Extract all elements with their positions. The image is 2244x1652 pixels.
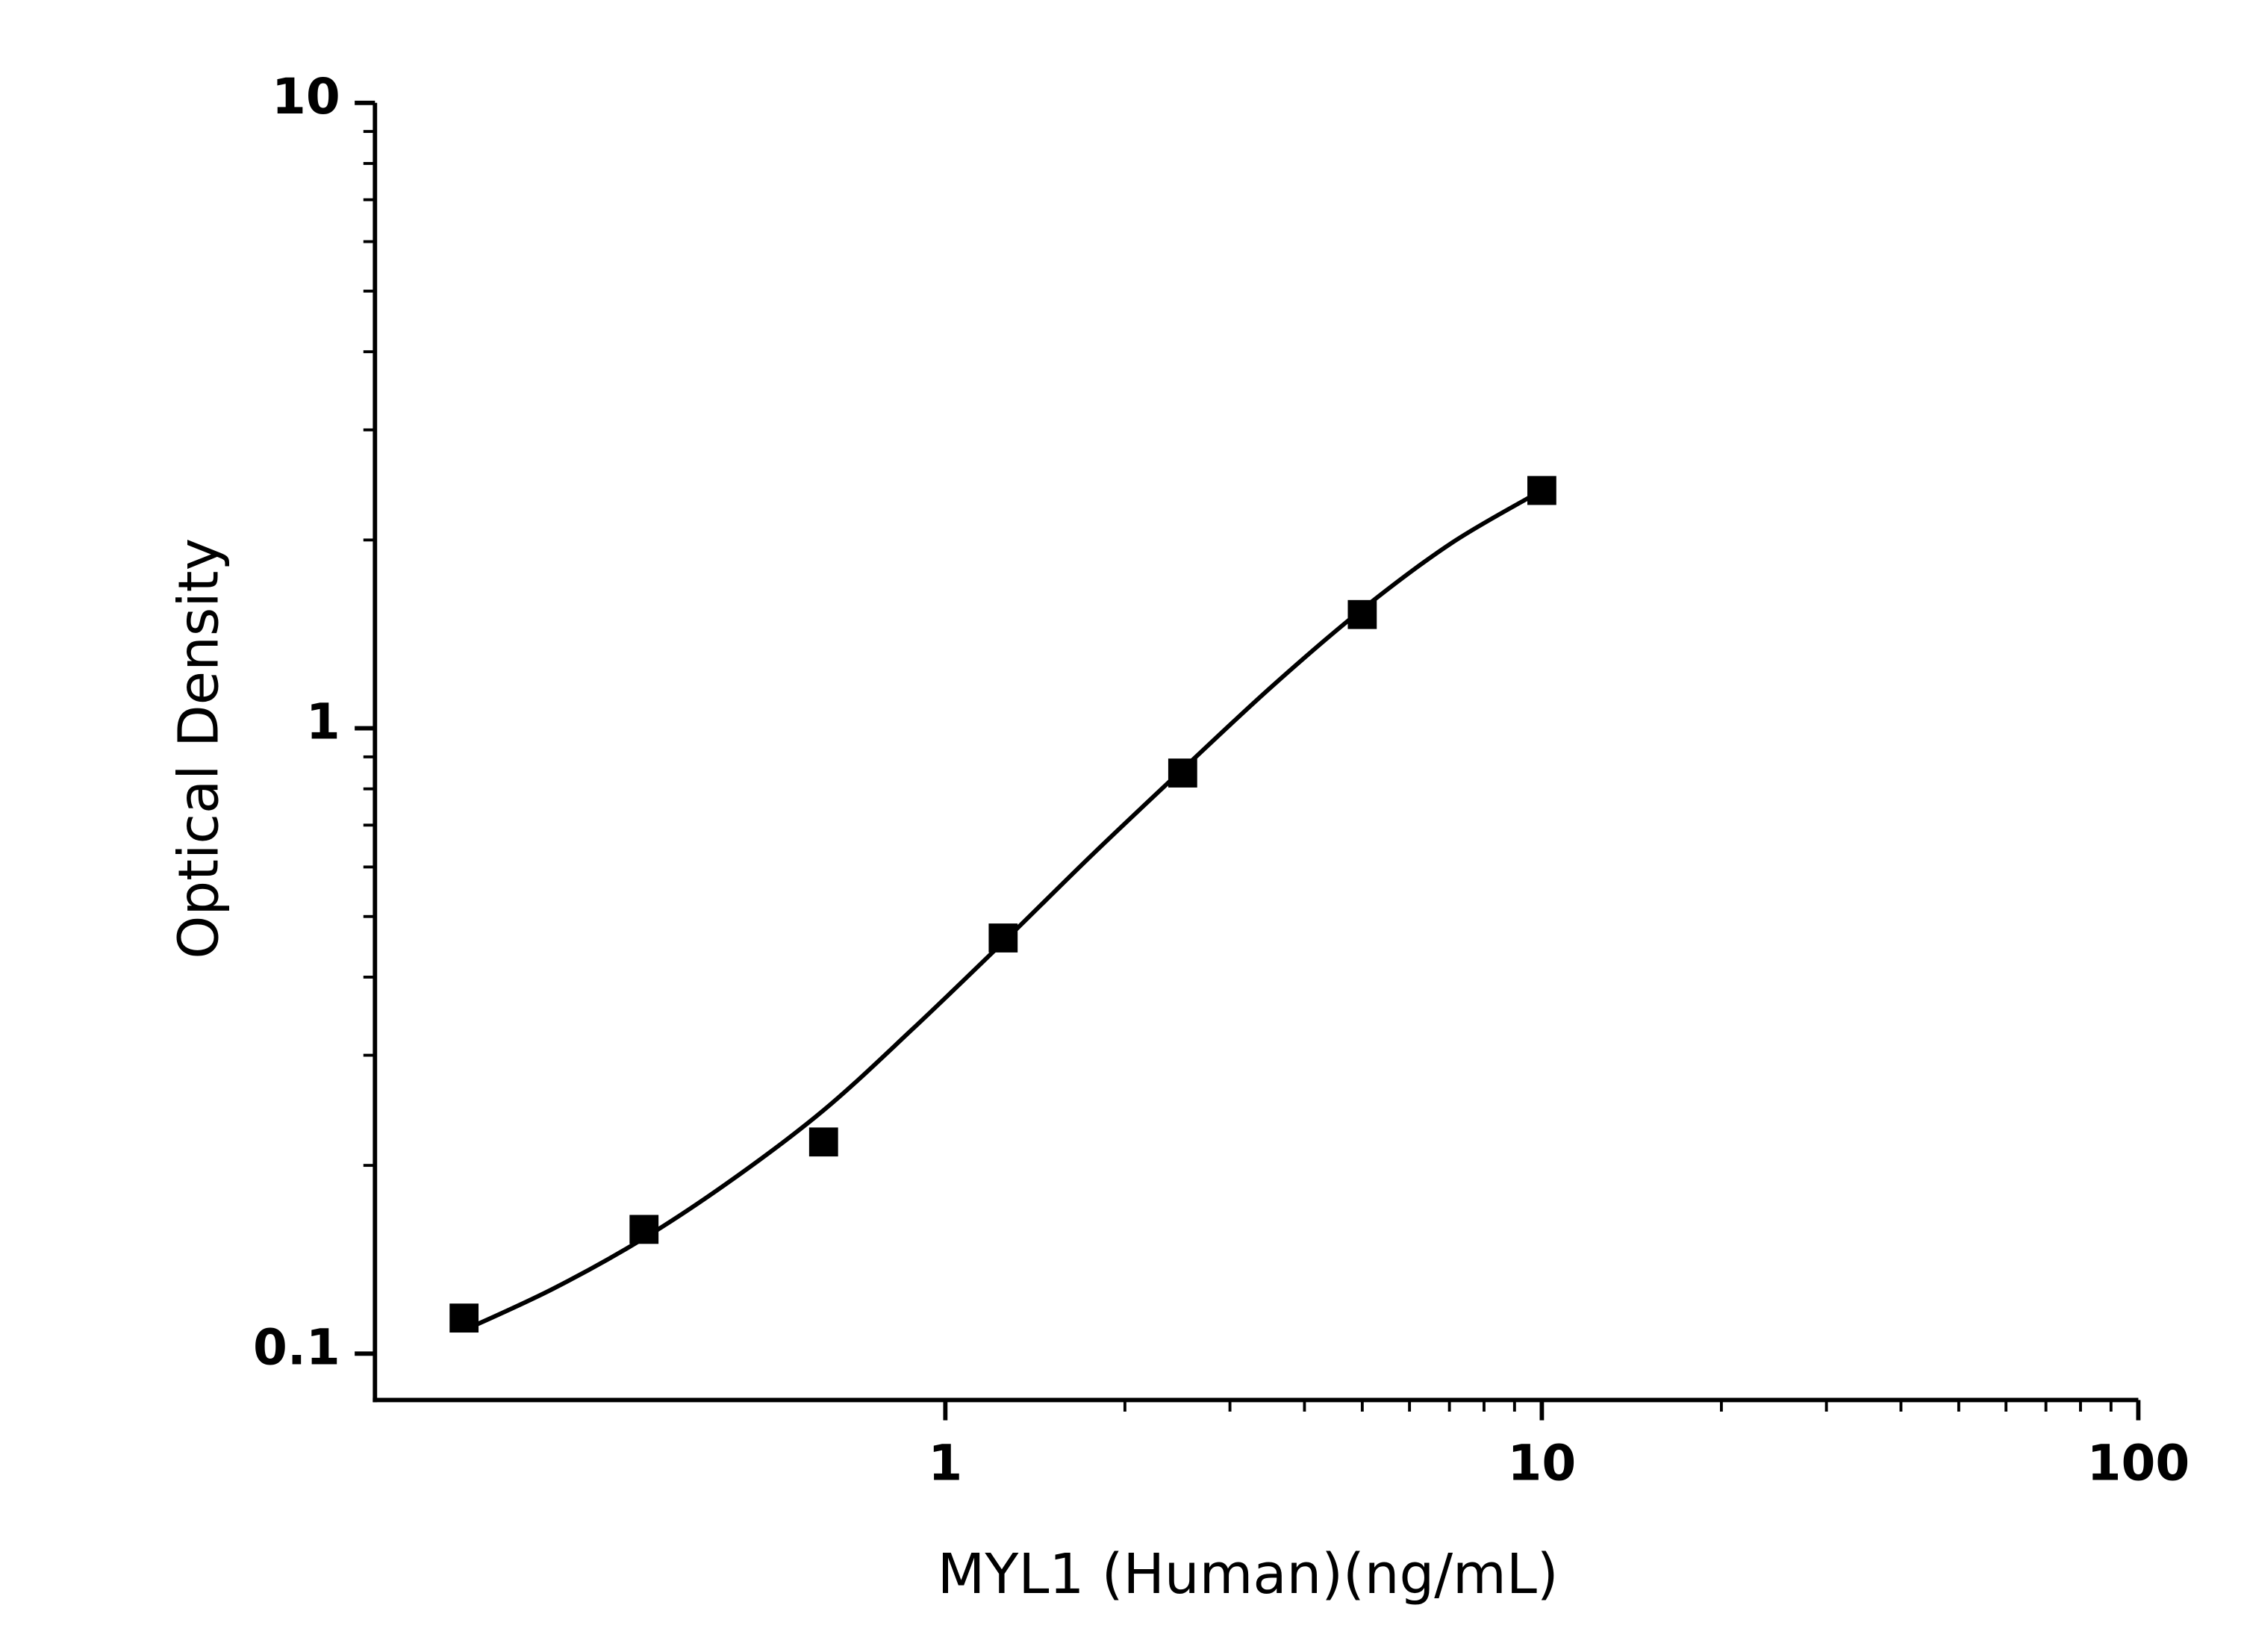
y-axis-title: Optical Density: [168, 538, 231, 959]
data-point: [808, 1127, 838, 1157]
y-tick-label: 10: [272, 68, 340, 125]
x-tick-label: 100: [2087, 1435, 2190, 1492]
x-axis-title: MYL1 (Human)(ng/mL): [938, 1543, 1559, 1606]
x-tick-label: 10: [1508, 1435, 1577, 1492]
fit-curve: [463, 488, 1543, 1332]
y-tick-label: 0.1: [253, 1318, 340, 1376]
data-point: [1347, 599, 1377, 629]
y-tick-label: 1: [306, 693, 340, 751]
data-point: [988, 923, 1018, 953]
x-tick-label: 1: [928, 1435, 962, 1492]
data-point: [1168, 758, 1197, 788]
